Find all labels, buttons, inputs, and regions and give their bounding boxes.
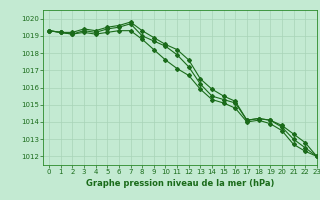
X-axis label: Graphe pression niveau de la mer (hPa): Graphe pression niveau de la mer (hPa) [86,179,274,188]
